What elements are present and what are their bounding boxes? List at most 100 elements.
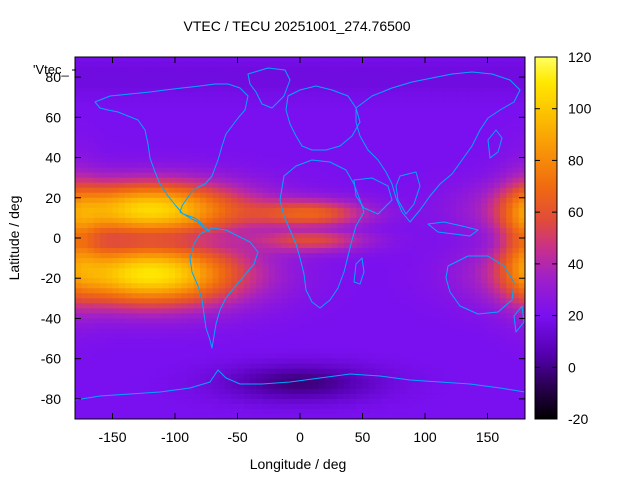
heatmap-cell: [112, 293, 120, 299]
heatmap-cell: [75, 313, 82, 320]
heatmap-cell: [418, 192, 426, 199]
heatmap-cell: [275, 62, 282, 68]
heatmap-cell: [450, 202, 457, 209]
heatmap-cell: [481, 398, 489, 405]
heatmap-cell: [350, 283, 357, 289]
heatmap-cell: [487, 202, 495, 209]
heatmap-cell: [493, 378, 501, 385]
heatmap-cell: [425, 238, 432, 244]
heatmap-cell: [125, 147, 132, 154]
heatmap-cell: [443, 207, 451, 214]
heatmap-cell: [425, 92, 432, 98]
heatmap-cell: [400, 67, 407, 73]
heatmap-cell: [256, 187, 264, 194]
heatmap-cell: [87, 318, 95, 325]
heatmap-cell: [256, 192, 264, 199]
heatmap-cell: [262, 137, 270, 144]
heatmap-cell: [243, 328, 251, 335]
heatmap-cell: [200, 207, 207, 214]
heatmap-cell: [400, 343, 407, 350]
heatmap-cell: [125, 172, 132, 179]
heatmap-cell: [168, 177, 176, 184]
heatmap-cell: [156, 127, 164, 134]
heatmap-cell: [387, 343, 395, 350]
heatmap-cell: [225, 207, 232, 214]
heatmap-cell: [225, 318, 232, 325]
heatmap-cell: [250, 368, 257, 375]
heatmap-cell: [437, 232, 445, 239]
heatmap-cell: [181, 398, 189, 405]
heatmap-cell: [125, 232, 132, 239]
heatmap-cell: [125, 343, 132, 350]
heatmap-cell: [206, 177, 214, 184]
heatmap-cell: [93, 197, 101, 204]
heatmap-cell: [100, 72, 107, 78]
heatmap-cell: [218, 217, 226, 224]
heatmap-cell: [175, 207, 182, 214]
heatmap-cell: [131, 383, 139, 390]
heatmap-cell: [387, 177, 395, 184]
heatmap-cell: [512, 122, 520, 128]
heatmap-cell: [437, 298, 445, 304]
heatmap-cell: [137, 343, 145, 350]
heatmap-cell: [331, 298, 339, 304]
heatmap-cell: [168, 137, 176, 144]
heatmap-cell: [268, 82, 276, 88]
heatmap-cell: [493, 92, 501, 98]
heatmap-cell: [325, 303, 332, 309]
heatmap-cell: [418, 273, 426, 279]
heatmap-cell: [362, 398, 370, 405]
heatmap-cell: [75, 102, 82, 108]
heatmap-cell: [431, 258, 439, 264]
heatmap-cell: [300, 298, 307, 304]
heatmap-cell: [275, 353, 282, 360]
heatmap-cell: [212, 373, 220, 380]
heatmap-cell: [468, 57, 476, 63]
heatmap-cell: [506, 393, 514, 400]
heatmap-cell: [368, 207, 376, 214]
heatmap-cell: [106, 92, 114, 98]
heatmap-cell: [493, 323, 501, 330]
heatmap-cell: [450, 77, 457, 83]
heatmap-cell: [431, 398, 439, 405]
heatmap-cell: [281, 358, 289, 365]
heatmap-cell: [437, 117, 445, 123]
heatmap-cell: [187, 383, 195, 390]
heatmap-cell: [162, 167, 170, 174]
heatmap-cell: [87, 238, 95, 244]
heatmap-cell: [293, 167, 301, 174]
heatmap-cell: [512, 57, 520, 63]
heatmap-cell: [318, 67, 326, 73]
heatmap-cell: [281, 378, 289, 385]
heatmap-cell: [412, 303, 420, 309]
heatmap-cell: [475, 232, 482, 239]
heatmap-cell: [256, 308, 264, 315]
heatmap-cell: [243, 142, 251, 149]
heatmap-cell: [481, 232, 489, 239]
heatmap-cell: [368, 192, 376, 199]
heatmap-cell: [237, 358, 245, 365]
heatmap-cell: [512, 207, 520, 214]
heatmap-cell: [181, 82, 189, 88]
heatmap-cell: [381, 222, 389, 229]
heatmap-cell: [162, 172, 170, 179]
heatmap-cell: [87, 283, 95, 289]
heatmap-cell: [193, 182, 201, 189]
heatmap-cell: [512, 87, 520, 93]
heatmap-cell: [231, 403, 239, 410]
heatmap-cell: [243, 273, 251, 279]
heatmap-cell: [131, 217, 139, 224]
heatmap-cell: [300, 343, 307, 350]
heatmap-cell: [512, 77, 520, 83]
heatmap-cell: [125, 77, 132, 83]
heatmap-cell: [81, 258, 89, 264]
heatmap-cell: [181, 328, 189, 335]
heatmap-cell: [156, 112, 164, 118]
heatmap-cell: [231, 238, 239, 244]
heatmap-cell: [518, 137, 525, 144]
heatmap-cell: [325, 363, 332, 370]
heatmap-cell: [325, 92, 332, 98]
heatmap-cell: [500, 72, 507, 78]
heatmap-cell: [181, 353, 189, 360]
heatmap-cell: [87, 152, 95, 159]
